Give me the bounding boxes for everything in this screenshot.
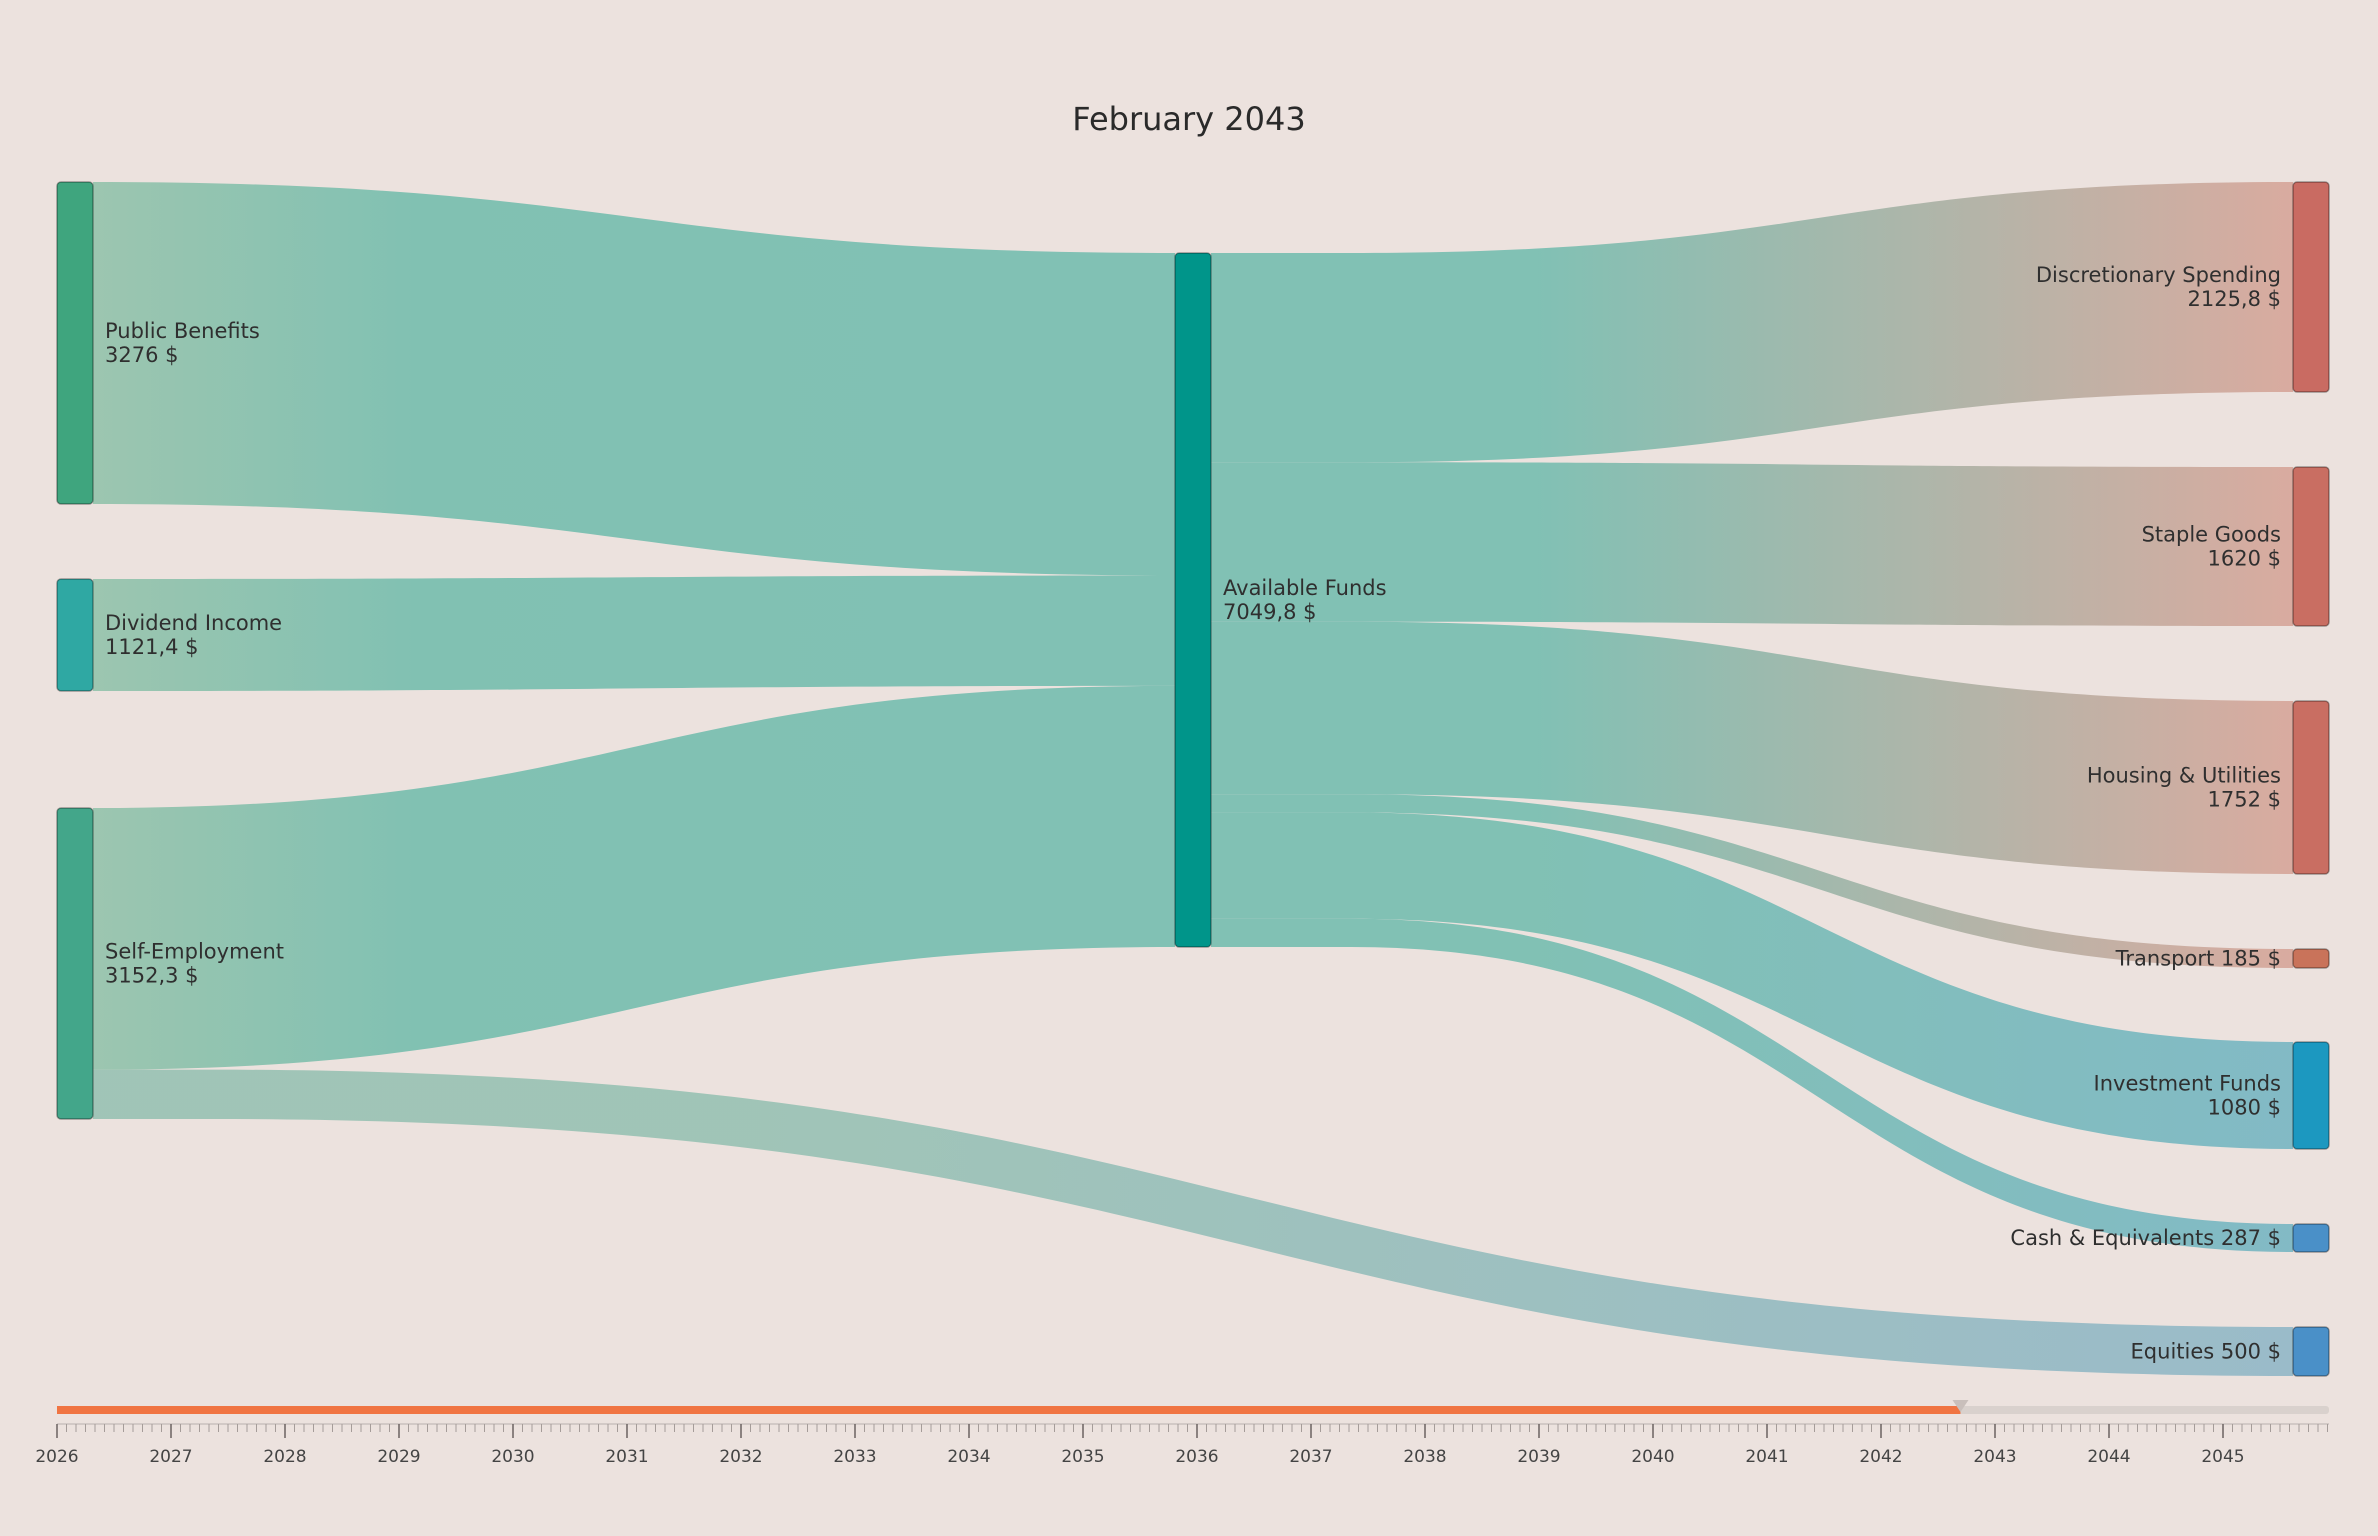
flow-available-funds-to-cash[interactable] (1211, 918, 2293, 1252)
flow-dividend-income-to-available-funds[interactable] (93, 575, 1175, 691)
year-tick-label: 2034 (947, 1447, 990, 1467)
year-tick-label: 2036 (1175, 1447, 1218, 1467)
node-label-transport: Transport 185 $ (2115, 947, 2281, 971)
node-label-available-funds: Available Funds (1223, 576, 1387, 600)
flow-available-funds-to-transport[interactable] (1211, 794, 2293, 968)
year-tick-label: 2040 (1631, 1447, 1674, 1467)
node-value-discretionary: 2125,8 $ (2187, 287, 2281, 311)
year-tick-label: 2029 (377, 1447, 420, 1467)
timeline-handle[interactable] (1952, 1400, 1969, 1412)
node-label-equities: Equities 500 $ (2131, 1340, 2281, 1364)
year-tick-label: 2031 (605, 1447, 648, 1467)
flow-available-funds-to-housing[interactable] (1211, 621, 2293, 874)
node-label-public-benefits: Public Benefits (105, 319, 260, 343)
node-cash[interactable] (2292, 1223, 2330, 1253)
year-tick-label: 2032 (719, 1447, 762, 1467)
node-self-employment[interactable] (56, 807, 94, 1120)
flow-public-benefits-to-available-funds[interactable] (93, 182, 1175, 576)
flow-available-funds-to-staple-goods[interactable] (1211, 462, 2293, 626)
node-transport[interactable] (2292, 948, 2330, 969)
node-value-housing: 1752 $ (2208, 788, 2281, 812)
year-tick-label: 2042 (1859, 1447, 1902, 1467)
node-label-investment-funds: Investment Funds (2094, 1072, 2281, 1096)
year-tick-label: 2038 (1403, 1447, 1446, 1467)
year-tick-label: 2041 (1745, 1447, 1788, 1467)
year-tick-label: 2030 (491, 1447, 534, 1467)
node-label-discretionary: Discretionary Spending (2036, 263, 2281, 287)
node-value-staple-goods: 1620 $ (2208, 547, 2281, 571)
year-tick-label: 2033 (833, 1447, 876, 1467)
flow-self-employment-to-available-funds[interactable] (93, 685, 1175, 1070)
node-available-funds[interactable] (1174, 252, 1212, 948)
node-discretionary[interactable] (2292, 181, 2330, 393)
node-dividend-income[interactable] (56, 578, 94, 692)
node-value-available-funds: 7049,8 $ (1223, 600, 1317, 624)
year-tick-label: 2028 (263, 1447, 306, 1467)
node-label-dividend-income: Dividend Income (105, 611, 282, 635)
year-tick-label: 2027 (149, 1447, 192, 1467)
nodes-layer (56, 181, 2330, 1377)
node-equities[interactable] (2292, 1326, 2330, 1377)
year-tick-label: 2037 (1289, 1447, 1332, 1467)
node-label-staple-goods: Staple Goods (2142, 523, 2281, 547)
year-tick-label: 2045 (2201, 1447, 2244, 1467)
timeline-progress (57, 1406, 1961, 1414)
node-staple-goods[interactable] (2292, 466, 2330, 627)
chart-title: February 2043 (1072, 100, 1306, 138)
node-value-investment-funds: 1080 $ (2208, 1096, 2281, 1120)
node-value-self-employment: 3152,3 $ (105, 964, 199, 988)
node-housing[interactable] (2292, 700, 2330, 875)
flow-available-funds-to-discretionary[interactable] (1211, 182, 2293, 463)
year-tick-label: 2043 (1973, 1447, 2016, 1467)
year-tick-label: 2026 (35, 1447, 78, 1467)
node-label-self-employment: Self-Employment (105, 940, 284, 964)
node-value-public-benefits: 3276 $ (105, 343, 178, 367)
node-label-cash: Cash & Equivalents 287 $ (2010, 1226, 2281, 1250)
node-label-housing: Housing & Utilities (2087, 764, 2281, 788)
node-public-benefits[interactable] (56, 181, 94, 505)
year-tick-label: 2044 (2087, 1447, 2130, 1467)
year-tick-label: 2039 (1517, 1447, 1560, 1467)
links-layer (93, 182, 2293, 1376)
timeline-ticks: 2026 2027 2028 2029 2030 2031 2032 2033 2034 2035… (35, 1424, 2328, 1467)
year-tick-label: 2035 (1061, 1447, 1104, 1467)
timeline-slider[interactable]: 2026 2027 2028 2029 2030 2031 2032 2033 2034 2035… (35, 1400, 2329, 1467)
node-investment-funds[interactable] (2292, 1041, 2330, 1150)
flow-available-funds-to-investment-funds[interactable] (1211, 812, 2293, 1149)
node-value-dividend-income: 1121,4 $ (105, 635, 199, 659)
flow-self-employment-to-equities[interactable] (93, 1069, 2293, 1376)
